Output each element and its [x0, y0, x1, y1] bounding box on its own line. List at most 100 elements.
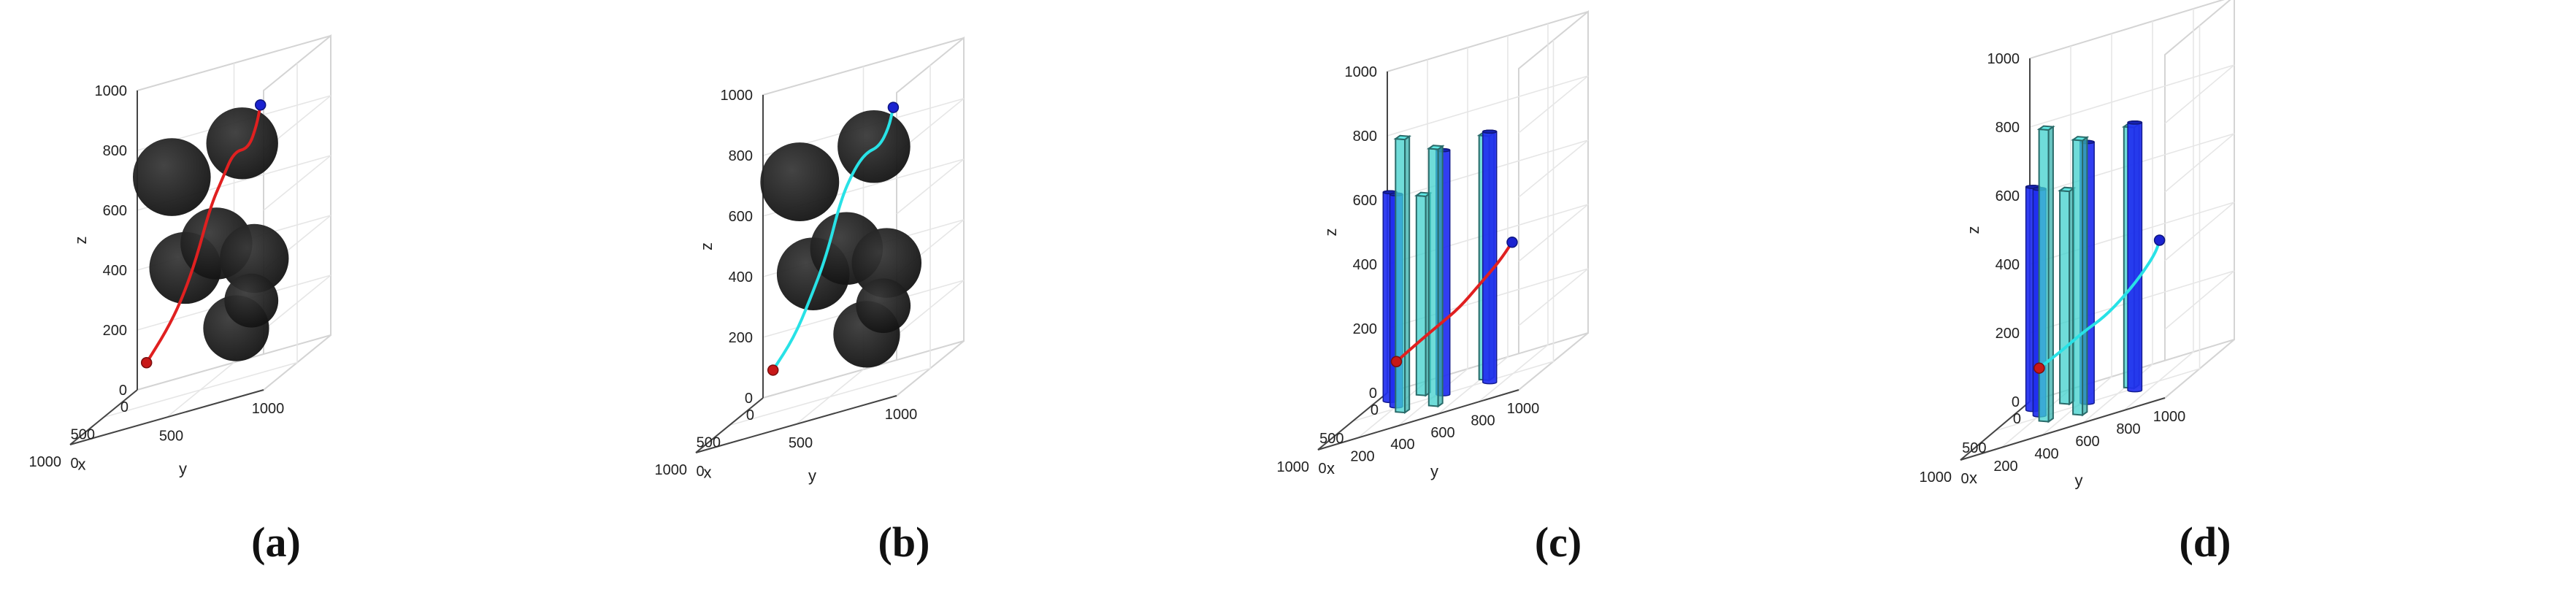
- y-tick-label: 1000: [2153, 409, 2186, 425]
- y-axis-line: [69, 389, 264, 445]
- z-tick-label: 0: [745, 391, 753, 407]
- panel-label: (a): [251, 518, 301, 566]
- z-axis-label: z: [1964, 226, 1982, 234]
- grid-line: [2029, 202, 2235, 265]
- grid-line: [2042, 34, 2112, 436]
- y-tick-label: 200: [1350, 449, 1374, 465]
- path-line: [145, 103, 262, 364]
- box-obstacle-side: [2047, 125, 2054, 423]
- y-tick-label: 800: [2116, 421, 2140, 437]
- panel-label: (b): [878, 518, 930, 566]
- x-tick-label: 1000: [1277, 459, 1310, 475]
- box-obstacle-front: [2038, 128, 2050, 423]
- x-axis-line: [1960, 401, 2031, 461]
- x-tick-label: 500: [1962, 440, 1986, 456]
- z-tick-label: 800: [1353, 129, 1377, 145]
- grid-line: [1478, 23, 1549, 403]
- cylinder-top: [1482, 129, 1498, 134]
- grid-lines: [1995, 9, 2235, 448]
- y-tick-label: 400: [1390, 437, 1414, 453]
- grid-line: [137, 275, 331, 331]
- x-tick-label: 0: [2013, 411, 2021, 427]
- panel-2: 0 200 400 600 800 1000 0 500 1000 0 500 1000 z x y (b): [655, 36, 965, 566]
- obstacles: [760, 110, 922, 368]
- sphere-obstacle: [206, 107, 278, 180]
- grid-line: [1398, 47, 1468, 426]
- x-tick-label: 0: [120, 399, 129, 415]
- path-line: [2037, 239, 2161, 370]
- z-tick-label: 400: [103, 263, 127, 279]
- y-tick-label: 600: [2075, 434, 2099, 450]
- grid-line: [762, 98, 965, 156]
- y-tick-label: 1000: [1507, 401, 1540, 417]
- grid-line: [2029, 270, 2235, 334]
- start-point: [1390, 356, 1403, 367]
- panel-1: 0 200 400 600 800 1000 0 500 1000 0 500 1000 z x y (a): [29, 34, 331, 566]
- grid-line: [1387, 139, 1589, 201]
- y-axis-line: [1317, 389, 1519, 450]
- box-obstacle-side: [2082, 136, 2088, 417]
- grid-line: [1387, 268, 1589, 329]
- grid-line: [2082, 21, 2153, 423]
- x-axis-line: [69, 389, 138, 445]
- sphere-obstacle: [837, 110, 911, 183]
- z-tick-label: 1000: [1987, 51, 2020, 67]
- y-tick-label: 1000: [252, 401, 285, 417]
- y-axis-line: [1960, 397, 2166, 461]
- z-tick-label: 200: [1996, 326, 2020, 342]
- y-tick-label: 500: [789, 435, 813, 451]
- x-axis-line: [695, 397, 764, 453]
- cylinder-obstacle: [2127, 120, 2143, 393]
- x-tick-label: 1000: [29, 454, 62, 470]
- grid-line: [103, 63, 298, 418]
- end-point: [2153, 234, 2166, 246]
- end-point: [887, 101, 900, 113]
- z-axis-label: z: [72, 237, 90, 245]
- box-obstacle-top: [1393, 134, 1412, 141]
- sphere-obstacle: [856, 278, 911, 334]
- grid-line: [1438, 35, 1509, 415]
- x-axis-label: x: [78, 456, 86, 474]
- z-tick-label: 1000: [95, 83, 128, 99]
- sphere-obstacle: [220, 223, 289, 294]
- box-obstacle-side: [1437, 145, 1444, 408]
- obstacles: [2025, 120, 2143, 423]
- grid-line: [137, 95, 331, 151]
- grid-line: [1352, 40, 1555, 422]
- z-tick-label: 800: [103, 143, 127, 159]
- grid-line: [762, 280, 965, 338]
- z-tick-label: 400: [1996, 257, 2020, 273]
- y-tick-label: 0: [1318, 461, 1326, 477]
- z-axis-label: z: [697, 242, 716, 250]
- y-tick-label: 1000: [885, 407, 918, 423]
- sphere-obstacle: [224, 273, 279, 328]
- box-obstacle-side: [1404, 134, 1411, 415]
- start-point: [2033, 362, 2045, 374]
- z-tick-label: 0: [119, 383, 127, 399]
- grid-line: [729, 65, 931, 426]
- start-point: [767, 364, 779, 376]
- y-tick-label: 500: [159, 429, 183, 445]
- y-tick-label: 400: [2034, 446, 2058, 462]
- x-tick-label: 500: [697, 435, 721, 451]
- sphere-obstacle: [851, 228, 922, 298]
- panel-4: 0 200 400 600 800 1000 0 500 1000 0 200 400 600 800 10…: [1920, 0, 2235, 566]
- y-tick-label: 0: [70, 456, 78, 472]
- cylinder-top: [2127, 120, 2143, 125]
- z-tick-label: 400: [729, 269, 753, 285]
- box-obstacle-front: [1427, 147, 1439, 407]
- cylinder-obstacle: [1482, 129, 1498, 385]
- grid-line: [2029, 64, 2235, 128]
- grid-lines: [1352, 23, 1589, 439]
- z-tick-label: 600: [103, 203, 127, 219]
- box-obstacle-top: [1426, 145, 1445, 150]
- panel-label: (c): [1535, 518, 1582, 566]
- z-tick-label: 1000: [1345, 64, 1378, 80]
- z-tick-label: 600: [729, 209, 753, 225]
- box-obstacle-top: [2071, 136, 2090, 142]
- grid-line: [2029, 133, 2235, 196]
- y-tick-label: 800: [1471, 413, 1495, 429]
- panel-3: 0 200 400 600 800 1000 0 500 1000 0 200 400 600 800 10…: [1277, 9, 1589, 566]
- start-point: [140, 357, 153, 369]
